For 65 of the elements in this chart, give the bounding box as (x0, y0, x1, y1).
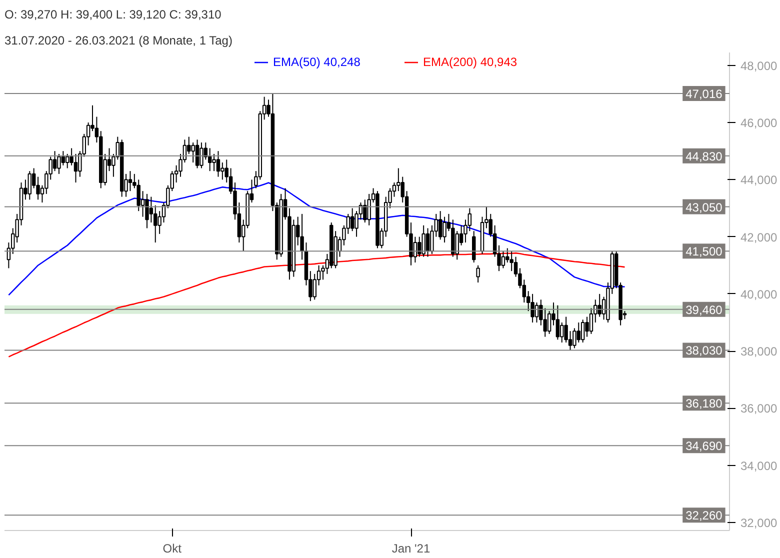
candlestick (501, 250, 506, 269)
y-tick-label: 46,000 (740, 116, 778, 130)
candlestick (442, 216, 446, 243)
y-tick-label: 44,000 (740, 173, 778, 188)
candlestick (220, 162, 224, 180)
candlestick (363, 199, 367, 223)
candlestick (576, 322, 580, 343)
legend-label: EMA(50) 40,248 (273, 55, 360, 69)
x-tick-label: Okt (162, 542, 182, 556)
ref-line-label: 36,180 (686, 396, 723, 411)
ref-line-label: 44,830 (686, 149, 723, 164)
candlestick (476, 264, 480, 283)
ref-line-label: 39,460 (686, 302, 723, 317)
candlestick (422, 224, 426, 258)
candlestick (154, 204, 158, 243)
candlestick (564, 316, 568, 343)
candlestick (61, 150, 66, 166)
ref-line-label: 47,016 (686, 86, 723, 101)
candlestick (149, 196, 154, 223)
candlestick (200, 142, 204, 169)
candlestick (350, 208, 354, 232)
candlestick (128, 170, 132, 192)
y-tick-label: 40,000 (740, 287, 778, 302)
candlestick (57, 153, 61, 174)
candlestick (589, 308, 594, 334)
candlestick (74, 153, 78, 183)
candlestick (208, 148, 212, 172)
chart-subtitle: 31.07.2020 - 26.03.2021 (8 Monate, 1 Tag) (4, 34, 232, 48)
candlestick (212, 153, 216, 172)
chart-title: O: 39,270 H: 39,400 L: 39,120 C: 39,310 (4, 8, 222, 22)
ref-line-label: 41,500 (686, 244, 723, 259)
y-tick-label: 42,000 (740, 230, 778, 244)
ref-line-label: 34,690 (686, 439, 723, 454)
candlestick (195, 139, 200, 169)
ref-line-label: 43,050 (686, 200, 723, 214)
candlestick (66, 153, 70, 169)
ref-line-label: 38,030 (686, 344, 723, 358)
candlestick (413, 236, 418, 263)
y-tick-label: 38,000 (740, 344, 778, 359)
candlestick (547, 310, 552, 334)
candlestick (468, 208, 472, 232)
legend-label: EMA(200) 40,943 (423, 55, 518, 69)
y-tick-label: 32,000 (740, 516, 778, 530)
ref-line-label: 32,260 (686, 508, 723, 523)
candlestick (455, 230, 459, 260)
candlestick (145, 193, 149, 229)
candlestick (28, 170, 32, 200)
y-tick-label: 34,000 (740, 458, 778, 473)
x-tick-label: Jan '21 (392, 542, 430, 556)
candlestick (598, 293, 602, 318)
candlestick (216, 150, 220, 178)
candlestick (367, 193, 371, 226)
y-tick-label: 48,000 (740, 58, 778, 73)
candlestick (530, 293, 534, 323)
candlestick (52, 150, 57, 172)
y-tick-label: 36,000 (740, 402, 778, 416)
candlestick (438, 210, 442, 240)
candlestick (191, 142, 195, 163)
candlestick (560, 322, 564, 343)
candlestick (510, 250, 514, 272)
candlestick (472, 230, 476, 263)
candlestick (580, 319, 585, 343)
candlestick (585, 316, 589, 338)
candlestick (556, 304, 560, 340)
candlestick (312, 273, 316, 300)
